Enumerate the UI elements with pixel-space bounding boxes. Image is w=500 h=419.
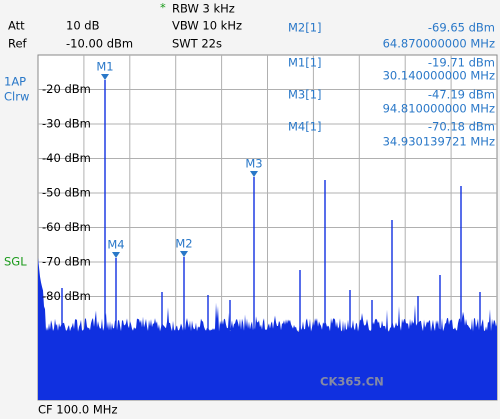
marker-label: M4 [107, 238, 124, 252]
marker-frequency: 30.140000000 MHz [383, 69, 495, 83]
y-tick-label: -60 dBm [42, 220, 91, 234]
rbw-star: * [160, 1, 166, 15]
marker-level: -70.18 dBm [428, 120, 495, 134]
marker-name: M1[1] [288, 56, 322, 70]
marker-name: M4[1] [288, 120, 322, 134]
sweep-mode: SGL [4, 255, 27, 269]
y-tick-label: -80 dBm [42, 289, 91, 303]
swt: SWT 22s [172, 37, 222, 51]
noise-floor [38, 257, 497, 400]
y-tick-label: -20 dBm [42, 82, 91, 96]
marker-frequency: 94.810000000 MHz [383, 102, 495, 116]
marker-name: M3[1] [288, 88, 322, 102]
marker-frequency: 34.930139721 MHz [383, 135, 495, 149]
trace-label: 1AP [4, 75, 26, 89]
ref-label: Ref [8, 37, 28, 51]
marker-level: -19.71 dBm [428, 56, 495, 70]
marker-label: M2 [175, 237, 192, 251]
att: 10 dB [66, 19, 100, 33]
y-tick-label: -30 dBm [42, 117, 91, 131]
marker-triangle [101, 74, 109, 80]
att-label: Att [8, 19, 25, 33]
marker-triangle [180, 251, 188, 257]
marker-level: -69.65 dBm [428, 21, 495, 35]
trace-mode: Clrw [4, 90, 29, 104]
watermark: CK365.CN [320, 375, 384, 389]
marker-label: M1 [96, 60, 113, 74]
ref: -10.00 dBm [66, 37, 133, 51]
texts: * RBW 3 kHz Att 10 dB VBW 10 kHz Ref -10… [4, 1, 495, 417]
marker-name: M2[1] [288, 21, 322, 35]
vbw: VBW 10 kHz [172, 19, 242, 33]
marker-level: -47.19 dBm [428, 88, 495, 102]
center-frequency: CF 100.0 MHz [38, 403, 117, 417]
spectrum [38, 74, 497, 400]
marker-frequency: 64.870000000 MHz [383, 37, 495, 51]
y-tick-label: -50 dBm [42, 186, 91, 200]
y-tick-label: -70 dBm [42, 255, 91, 269]
marker-triangle [112, 252, 120, 258]
marker-label: M3 [245, 157, 262, 171]
rbw: RBW 3 kHz [172, 2, 235, 16]
y-tick-label: -40 dBm [42, 151, 91, 165]
marker-triangle [250, 171, 258, 177]
